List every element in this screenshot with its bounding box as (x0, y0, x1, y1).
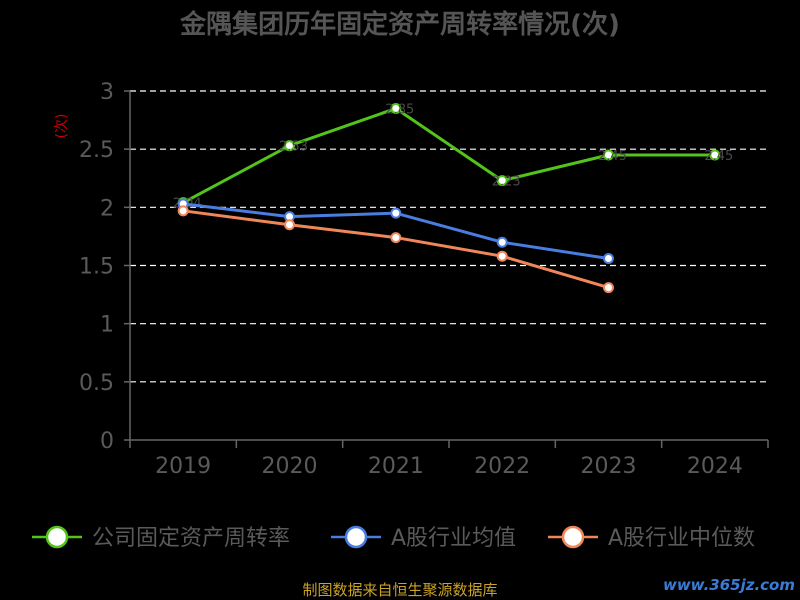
series-line (182, 106, 715, 205)
series-2 (177, 205, 614, 294)
data-point (603, 253, 614, 265)
legend-label: A股行业均值 (391, 526, 516, 551)
y-tick-label: 3 (100, 80, 114, 105)
data-label: 2.85 (385, 102, 414, 117)
legend: 公司固定资产周转率 A股行业均值 A股行业中位数 (32, 525, 755, 551)
data-point (390, 102, 402, 114)
data-source-note: 制图数据来自恒生聚源数据库 (302, 581, 497, 599)
data-point (603, 282, 614, 294)
x-tick-label: 2023 (581, 454, 637, 479)
y-tick-label: 1.5 (79, 255, 114, 280)
data-point (496, 236, 508, 248)
grid-lines (130, 90, 768, 383)
data-label: 2.45 (598, 149, 627, 164)
legend-swatch-marker (561, 525, 585, 549)
data-point (603, 149, 614, 161)
data-label: 2.53 (279, 140, 308, 155)
y-tick-label: 2.5 (79, 138, 114, 163)
data-point (177, 205, 189, 217)
legend-label: 公司固定资产周转率 (92, 526, 290, 551)
data-point (390, 232, 402, 244)
y-tick-label: 0 (100, 429, 114, 454)
watermark: www.365jz.com (663, 576, 795, 594)
data-point (496, 175, 508, 187)
x-tick-label: 2019 (155, 454, 211, 479)
chart-title: 金隅集团历年固定资产周转率情况(次) (179, 9, 620, 40)
data-point (284, 219, 295, 231)
legend-swatch-marker (45, 525, 69, 549)
series-1 (177, 198, 614, 265)
legend-item-1: A股行业均值 (331, 525, 516, 551)
data-point (709, 149, 721, 161)
y-tick-label: 2 (100, 196, 114, 221)
y-tick-label: 1 (100, 313, 114, 338)
legend-swatch-marker (344, 525, 368, 549)
data-point (284, 140, 295, 152)
legend-item-2: A股行业中位数 (548, 525, 755, 551)
y-axis-unit-label: (次) (54, 114, 70, 139)
legend-item-0: 公司固定资产周转率 (32, 525, 290, 551)
x-tick-label: 2020 (262, 454, 318, 479)
data-label: 2.23 (492, 175, 521, 190)
data-point (496, 250, 508, 262)
y-tick-label: 0.5 (79, 371, 114, 396)
x-tick-label: 2022 (474, 454, 530, 479)
data-label: 2.45 (704, 149, 733, 164)
data-point (390, 207, 402, 219)
series: 2.042.532.852.232.452.45 (173, 102, 734, 294)
series-0: 2.042.532.852.232.452.45 (173, 102, 734, 211)
x-tick-label: 2021 (368, 454, 424, 479)
x-tick-label: 2024 (687, 454, 743, 479)
legend-label: A股行业中位数 (608, 526, 755, 551)
